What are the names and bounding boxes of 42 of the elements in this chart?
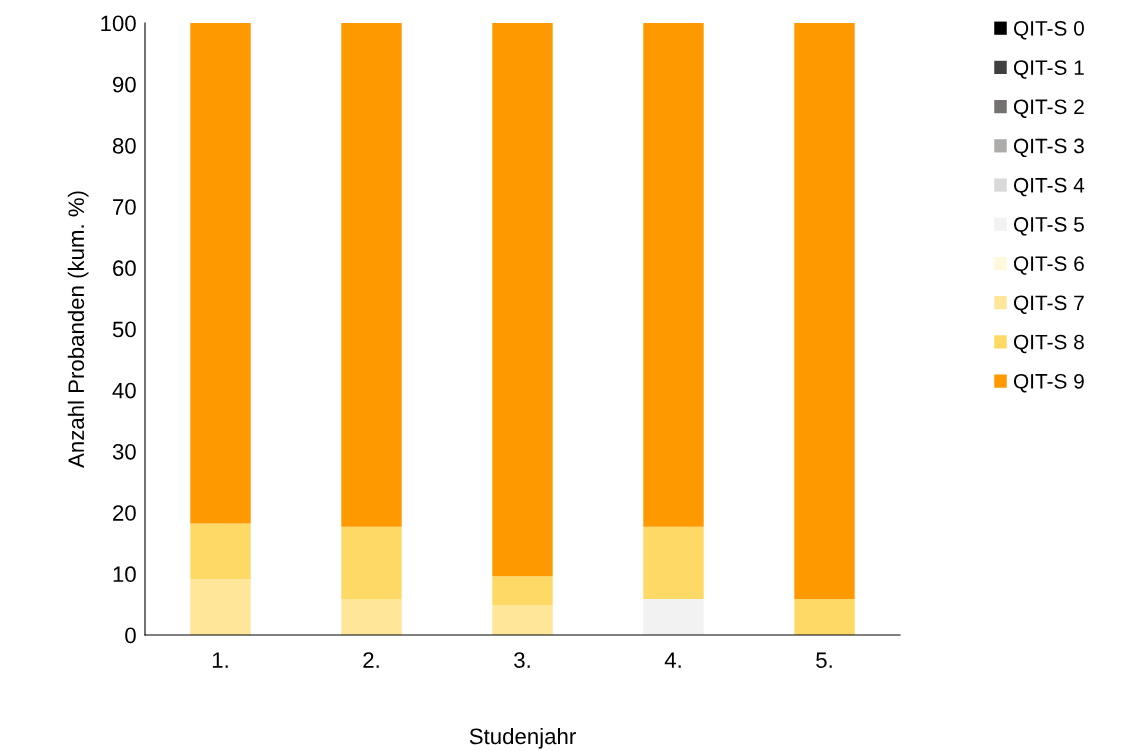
legend-label: QIT-S 6 bbox=[1013, 256, 1084, 275]
y-tick-label: 30 bbox=[112, 443, 136, 460]
bar bbox=[341, 23, 402, 527]
y-tick-label: 50 bbox=[112, 321, 136, 338]
x-tick-label: 5. bbox=[816, 652, 832, 668]
bar bbox=[492, 605, 553, 635]
y-tick-label: 100 bbox=[101, 15, 136, 32]
bar bbox=[190, 579, 251, 635]
x-tick-label: 1. bbox=[212, 652, 228, 668]
legend-label: QIT-S 2 bbox=[1013, 99, 1084, 118]
legend-label: QIT-S 1 bbox=[1013, 60, 1084, 79]
x-axis-title: Studenjahr bbox=[469, 727, 576, 749]
bar bbox=[643, 598, 704, 635]
y-tick-label: 70 bbox=[113, 199, 136, 215]
legend-label: QIT-S 5 bbox=[1013, 217, 1084, 236]
x-tick-label: 4. bbox=[664, 652, 681, 668]
legend-label: QIT-S 3 bbox=[1013, 138, 1084, 158]
y-axis-title: Anzahl Probanden (kum. %) bbox=[67, 191, 89, 468]
y-tick-label: 90 bbox=[112, 76, 136, 93]
y-tick-label: 40 bbox=[112, 382, 136, 399]
bar bbox=[190, 23, 251, 524]
legend-label: QIT-S 9 bbox=[1013, 373, 1084, 393]
legend-label: QIT-S 0 bbox=[1013, 20, 1084, 40]
legend-label: QIT-S 4 bbox=[1013, 177, 1085, 197]
y-tick-label: 80 bbox=[112, 137, 136, 154]
bar bbox=[794, 23, 855, 599]
bar bbox=[492, 23, 553, 577]
y-tick-label: 60 bbox=[113, 260, 136, 277]
bar bbox=[794, 598, 855, 635]
bar bbox=[643, 23, 704, 527]
x-tick-label: 2. bbox=[363, 652, 379, 668]
bar bbox=[190, 523, 251, 580]
y-tick-label: 10 bbox=[113, 566, 136, 583]
x-tick-label: 3. bbox=[514, 652, 530, 668]
y-tick-label: 0 bbox=[125, 627, 136, 644]
bar bbox=[341, 526, 402, 599]
y-tick-label: 20 bbox=[113, 505, 136, 521]
bar bbox=[341, 598, 402, 635]
bar bbox=[643, 526, 704, 599]
legend-label: QIT-S 7 bbox=[1013, 295, 1084, 314]
bar bbox=[492, 576, 553, 606]
legend-label: QIT-S 8 bbox=[1013, 334, 1084, 354]
